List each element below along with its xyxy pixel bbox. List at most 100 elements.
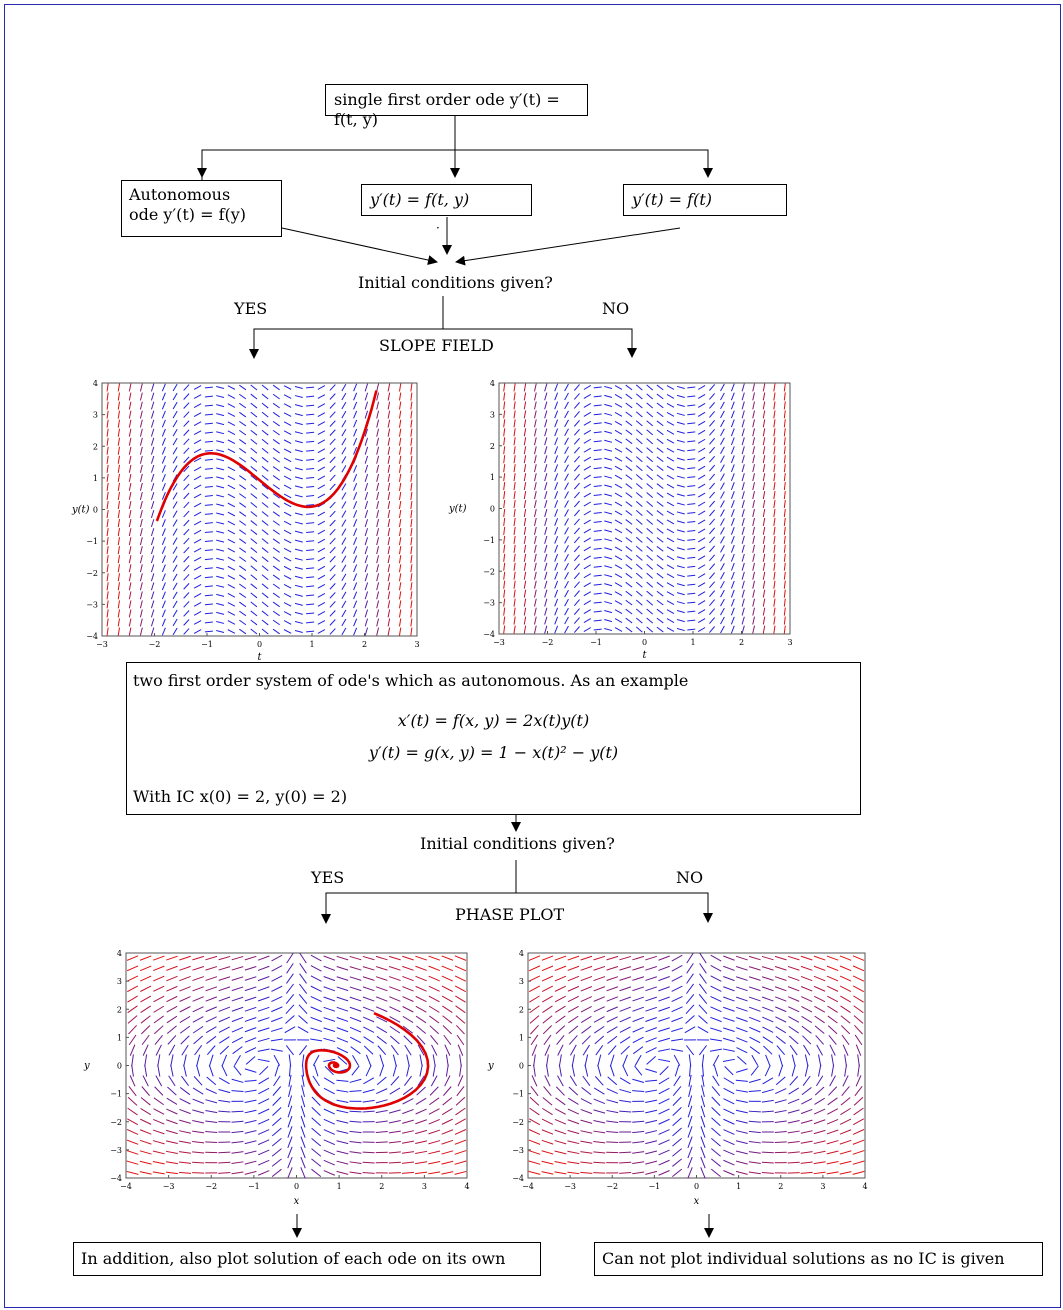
solution-curve (155, 390, 378, 522)
x-tick-label: 2 (379, 1182, 384, 1191)
y-tick-label: −4 (512, 1174, 524, 1183)
x-tick-label: 3 (422, 1182, 427, 1191)
small-dot: · (436, 221, 440, 235)
y-tick-label: 1 (490, 473, 495, 482)
y-tick-label: −1 (86, 537, 98, 546)
x-axis-label: t (257, 652, 262, 662)
autonomous-line1: Autonomous (129, 185, 231, 204)
autonomous-line2: ode y′(t) = f(y) (129, 205, 247, 224)
y-tick-label: 0 (117, 1062, 122, 1071)
x-axis-label: t (642, 650, 647, 660)
y-tick-label: −1 (512, 1090, 524, 1099)
t-only-text: y′(t) = f(t) (632, 190, 712, 209)
x-tick-label: −4 (522, 1182, 534, 1191)
system-eq1: x′(t) = f(x, y) = 2x(t)y(t) (397, 711, 590, 730)
y-tick-label: −2 (483, 567, 495, 576)
yes-label-1: YES (234, 299, 268, 318)
phase-plot-label: PHASE PLOT (455, 905, 565, 924)
x-tick-label: 1 (736, 1182, 741, 1191)
system-ic: With IC x(0) = 2, y(0) = 2) (133, 787, 348, 806)
y-tick-label: 1 (117, 1033, 122, 1042)
yes-label-2: YES (311, 868, 345, 887)
y-tick-label: 2 (117, 1005, 122, 1014)
y-tick-label: 3 (93, 411, 98, 420)
y-tick-label: 4 (519, 950, 524, 958)
x-tick-label: −1 (201, 640, 213, 649)
x-tick-label: 0 (694, 1182, 699, 1191)
question-2: Initial conditions given? (420, 834, 615, 853)
y-tick-label: −4 (110, 1174, 122, 1183)
x-tick-label: 3 (414, 640, 419, 649)
system-box: two first order system of ode's which as… (126, 662, 861, 815)
y-tick-label: 4 (117, 950, 122, 958)
page-frame (4, 4, 1061, 1308)
y-axis-label: y (83, 1061, 90, 1072)
x-tick-label: 0 (257, 640, 262, 649)
general-ode-box: y′(t) = f(t, y) (361, 184, 532, 216)
slope-field-plot-no-ic: −3 −2 −1 0 1 2 3 −4 −3 −2 −1 0 1 2 3 4 t y(t) (445, 380, 793, 660)
y-tick-label: 3 (117, 977, 122, 986)
x-tick-label: −2 (149, 640, 161, 649)
x-tick-label: 0 (294, 1182, 299, 1191)
question-1: Initial conditions given? (358, 273, 553, 292)
slope-field-plot-ic: −3 −2 −1 0 1 2 3 −4 −3 −2 −1 0 1 2 3 4 t y(t) (68, 380, 420, 662)
x-tick-label: −2 (542, 638, 554, 647)
system-intro: two first order system of ode's which as… (133, 671, 689, 690)
y-axis-label: y(t) (448, 504, 467, 515)
top-box: single first order ode y′(t) = f(t, y) (325, 84, 588, 129)
bottom-right-text: Can not plot individual solutions as no … (602, 1249, 1005, 1268)
x-tick-label: −1 (590, 638, 602, 647)
x-tick-label: 1 (309, 640, 314, 649)
y-tick-label: −2 (86, 569, 98, 578)
x-axis-label: x (294, 1196, 300, 1206)
y-tick-label: −3 (110, 1146, 122, 1155)
y-tick-label: 0 (519, 1062, 524, 1071)
x-tick-label: −3 (163, 1182, 175, 1191)
x-tick-label: 0 (642, 638, 647, 647)
bottom-left-box: In addition, also plot solution of each … (73, 1242, 541, 1276)
x-tick-label: 4 (464, 1182, 469, 1191)
y-tick-label: 2 (93, 442, 98, 451)
bottom-right-box: Can not plot individual solutions as no … (594, 1242, 1043, 1276)
x-tick-label: −3 (564, 1182, 576, 1191)
slope-field-label: SLOPE FIELD (379, 336, 494, 355)
phase-plot-no-ic: −4 −3 −2 −1 0 1 2 3 4 −4 −3 −2 −1 0 1 2 3 4 x y (484, 950, 868, 1206)
x-tick-label: 4 (862, 1182, 867, 1191)
x-tick-label: 1 (337, 1182, 342, 1191)
y-tick-label: −1 (110, 1090, 122, 1099)
x-tick-label: −2 (205, 1182, 217, 1191)
solution-curve (304, 1012, 430, 1110)
y-tick-label: 1 (519, 1033, 524, 1042)
t-only-box: y′(t) = f(t) (623, 184, 787, 216)
y-axis-label: y (487, 1061, 494, 1072)
x-tick-label: 2 (362, 640, 367, 649)
y-tick-label: −3 (86, 600, 98, 609)
top-box-text: single first order ode y′(t) = f(t, y) (334, 90, 560, 129)
x-tick-label: 2 (739, 638, 744, 647)
x-tick-label: −3 (493, 638, 505, 647)
autonomous-box: Autonomous ode y′(t) = f(y) (121, 180, 282, 237)
y-tick-label: −3 (483, 599, 495, 608)
system-eq2: y′(t) = g(x, y) = 1 − x(t)² − y(t) (368, 743, 619, 762)
x-tick-label: 1 (690, 638, 695, 647)
y-tick-label: −3 (512, 1146, 524, 1155)
x-tick-label: 3 (820, 1182, 825, 1191)
no-label-2: NO (676, 868, 704, 887)
y-tick-label: 2 (490, 442, 495, 451)
general-ode-text: y′(t) = f(t, y) (370, 190, 470, 209)
y-tick-label: −4 (86, 632, 98, 641)
phase-plot-ic: −4 −3 −2 −1 0 1 2 3 4 −4 −3 −2 −1 0 1 2 3 4 x y (80, 950, 470, 1206)
y-tick-label: 3 (519, 977, 524, 986)
y-tick-label: 0 (93, 506, 98, 515)
y-tick-label: 4 (93, 380, 98, 388)
x-tick-label: −3 (96, 640, 108, 649)
bottom-left-text: In addition, also plot solution of each … (81, 1249, 506, 1268)
y-tick-label: 3 (490, 410, 495, 419)
y-tick-label: −1 (483, 536, 495, 545)
y-tick-label: 2 (519, 1005, 524, 1014)
x-axis-label: x (694, 1196, 700, 1206)
x-tick-label: −2 (606, 1182, 618, 1191)
y-tick-label: −2 (110, 1118, 122, 1127)
y-axis-label: y(t) (71, 505, 90, 516)
y-tick-label: −2 (512, 1118, 524, 1127)
